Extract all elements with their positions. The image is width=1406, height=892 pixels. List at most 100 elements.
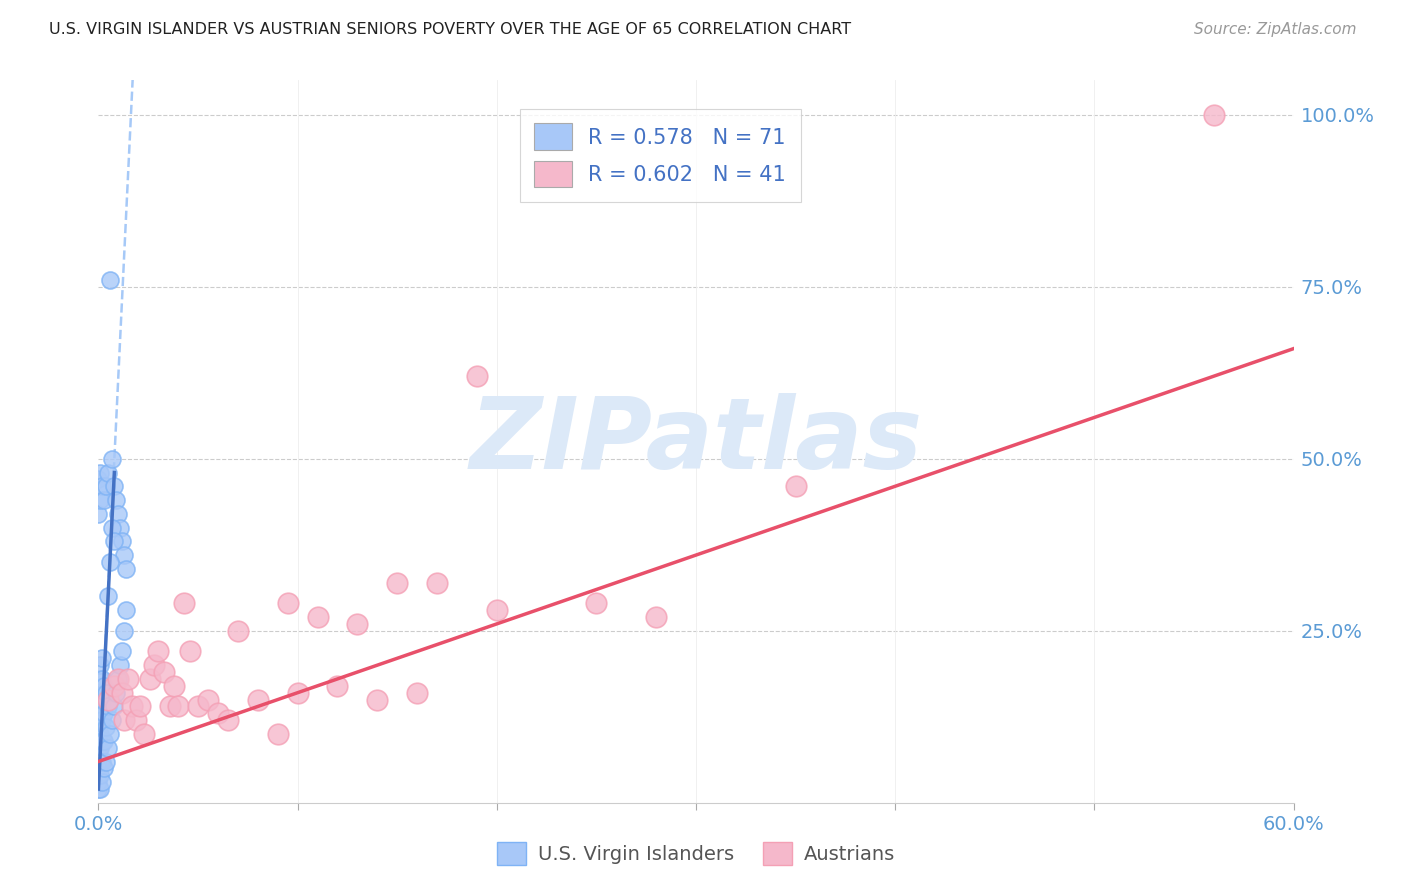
Point xyxy=(89,713,111,727)
Point xyxy=(197,692,219,706)
Point xyxy=(112,624,135,638)
Point xyxy=(101,451,124,466)
Point xyxy=(91,651,114,665)
Point xyxy=(87,727,110,741)
Point xyxy=(96,479,118,493)
Point xyxy=(87,755,110,769)
Point xyxy=(87,740,110,755)
Point xyxy=(110,658,132,673)
Point xyxy=(246,692,269,706)
Point xyxy=(207,706,229,721)
Point xyxy=(87,768,110,782)
Point xyxy=(115,562,138,576)
Point xyxy=(93,706,115,721)
Point xyxy=(91,734,114,748)
Point xyxy=(96,720,118,734)
Point xyxy=(143,658,166,673)
Point xyxy=(159,699,181,714)
Point xyxy=(465,369,488,384)
Point xyxy=(111,644,134,658)
Point xyxy=(179,644,201,658)
Point xyxy=(153,665,176,679)
Point xyxy=(87,734,110,748)
Point xyxy=(87,713,110,727)
Point xyxy=(98,555,122,569)
Legend: U.S. Virgin Islanders, Austrians: U.S. Virgin Islanders, Austrians xyxy=(489,835,903,872)
Point xyxy=(97,590,120,604)
Point xyxy=(173,596,195,610)
Point xyxy=(91,713,114,727)
Point xyxy=(307,610,329,624)
Point xyxy=(117,672,139,686)
Point xyxy=(287,686,309,700)
Point xyxy=(645,610,668,624)
Point xyxy=(87,692,110,706)
Point xyxy=(89,740,111,755)
Point xyxy=(89,686,111,700)
Point xyxy=(110,520,132,534)
Point xyxy=(326,679,349,693)
Point xyxy=(107,672,129,686)
Text: U.S. VIRGIN ISLANDER VS AUSTRIAN SENIORS POVERTY OVER THE AGE OF 65 CORRELATION : U.S. VIRGIN ISLANDER VS AUSTRIAN SENIORS… xyxy=(49,22,852,37)
Point xyxy=(89,493,111,508)
Point xyxy=(91,755,114,769)
Point xyxy=(226,624,249,638)
Point xyxy=(87,761,110,775)
Point xyxy=(89,755,111,769)
Point xyxy=(129,699,152,714)
Point xyxy=(103,534,125,549)
Point xyxy=(89,658,111,673)
Point xyxy=(406,686,429,700)
Point xyxy=(112,713,135,727)
Point xyxy=(91,672,114,686)
Point xyxy=(87,472,110,486)
Point xyxy=(485,603,508,617)
Point xyxy=(97,699,120,714)
Point xyxy=(87,507,110,521)
Point xyxy=(785,479,807,493)
Point xyxy=(87,720,110,734)
Text: Source: ZipAtlas.com: Source: ZipAtlas.com xyxy=(1194,22,1357,37)
Point xyxy=(121,699,143,714)
Point xyxy=(89,768,111,782)
Point xyxy=(115,603,138,617)
Point xyxy=(107,672,129,686)
Point xyxy=(385,575,409,590)
Point xyxy=(103,679,125,693)
Point xyxy=(87,775,110,789)
Point xyxy=(87,747,110,762)
Point xyxy=(111,534,134,549)
Point xyxy=(91,775,114,789)
Point xyxy=(585,596,607,610)
Point xyxy=(217,713,239,727)
Point xyxy=(1202,108,1225,122)
Point xyxy=(93,761,115,775)
Point xyxy=(89,672,111,686)
Point xyxy=(89,699,111,714)
Point xyxy=(93,679,115,693)
Point xyxy=(93,734,115,748)
Point xyxy=(87,699,110,714)
Point xyxy=(96,686,118,700)
Point xyxy=(103,479,125,493)
Point xyxy=(105,493,128,508)
Point xyxy=(87,686,110,700)
Point xyxy=(97,692,120,706)
Point xyxy=(97,740,120,755)
Point xyxy=(87,706,110,721)
Point xyxy=(167,699,190,714)
Point xyxy=(87,782,110,797)
Point xyxy=(125,713,148,727)
Point xyxy=(111,686,134,700)
Point xyxy=(139,672,162,686)
Point xyxy=(91,479,114,493)
Point xyxy=(277,596,299,610)
Point xyxy=(101,520,124,534)
Point xyxy=(91,692,114,706)
Point xyxy=(98,727,122,741)
Point xyxy=(112,548,135,562)
Point xyxy=(134,727,156,741)
Point xyxy=(148,644,170,658)
Point xyxy=(105,686,128,700)
Point xyxy=(267,727,290,741)
